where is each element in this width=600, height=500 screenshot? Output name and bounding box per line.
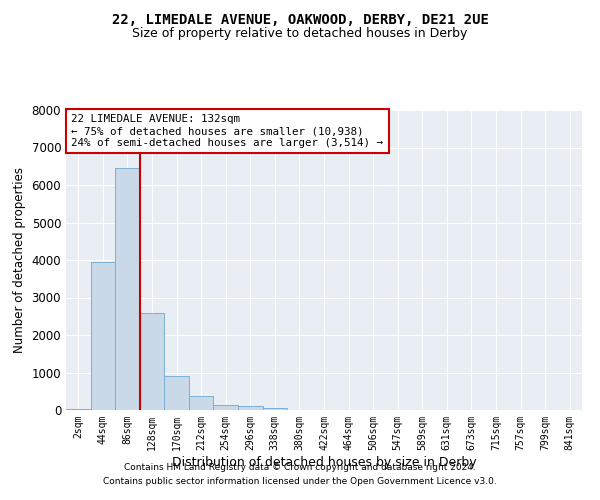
Text: Contains HM Land Registry data © Crown copyright and database right 2024.: Contains HM Land Registry data © Crown c… xyxy=(124,464,476,472)
Text: 22 LIMEDALE AVENUE: 132sqm
← 75% of detached houses are smaller (10,938)
24% of : 22 LIMEDALE AVENUE: 132sqm ← 75% of deta… xyxy=(71,114,383,148)
Bar xyxy=(263,408,287,410)
X-axis label: Distribution of detached houses by size in Derby: Distribution of detached houses by size … xyxy=(172,456,476,468)
Bar xyxy=(91,262,115,410)
Bar xyxy=(115,168,140,410)
Text: 22, LIMEDALE AVENUE, OAKWOOD, DERBY, DE21 2UE: 22, LIMEDALE AVENUE, OAKWOOD, DERBY, DE2… xyxy=(112,12,488,26)
Bar xyxy=(164,376,189,410)
Bar xyxy=(238,406,263,410)
Bar xyxy=(140,312,164,410)
Bar xyxy=(214,405,238,410)
Bar xyxy=(66,409,91,410)
Text: Contains public sector information licensed under the Open Government Licence v3: Contains public sector information licen… xyxy=(103,477,497,486)
Bar xyxy=(189,396,214,410)
Y-axis label: Number of detached properties: Number of detached properties xyxy=(13,167,26,353)
Text: Size of property relative to detached houses in Derby: Size of property relative to detached ho… xyxy=(133,28,467,40)
